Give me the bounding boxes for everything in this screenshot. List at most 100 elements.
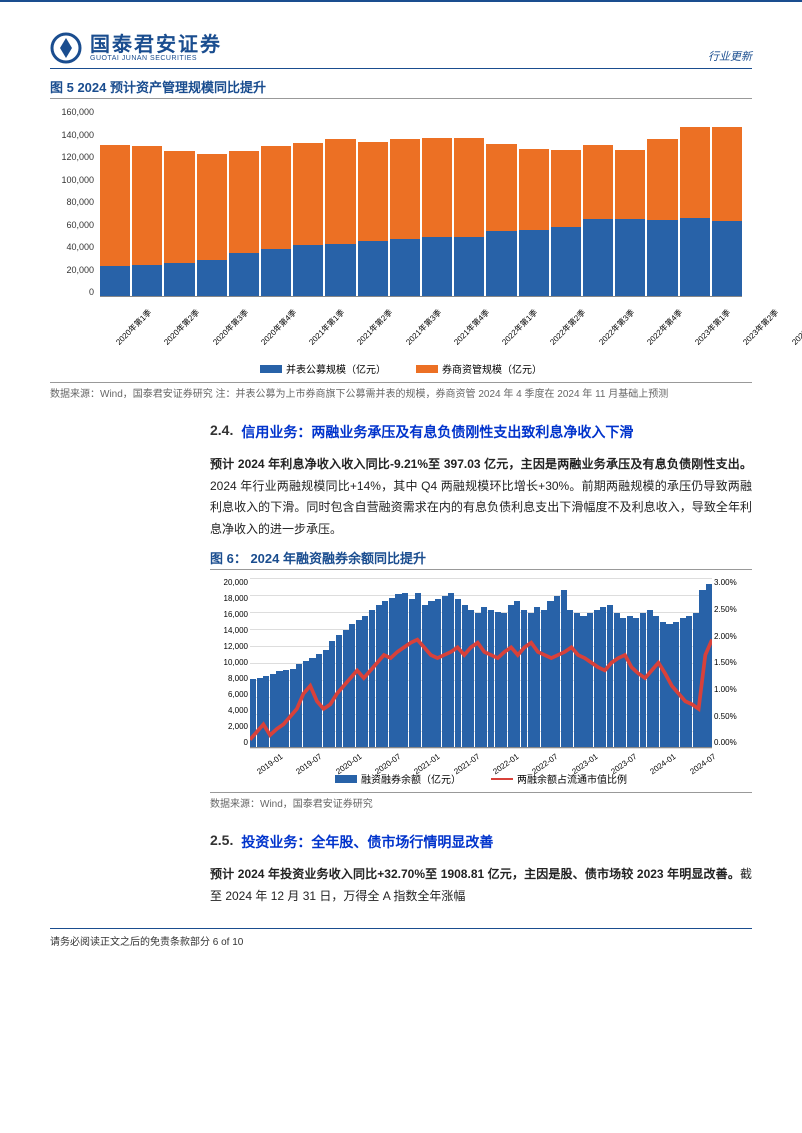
combo-bar <box>495 612 501 747</box>
section-2-4-heading: 2.4. 信用业务：两融业务承压及有息负债刚性支出致利息净收入下滑 <box>210 422 752 442</box>
bar-segment-orange <box>486 144 516 231</box>
combo-bar <box>389 598 395 748</box>
combo-bar <box>528 613 534 747</box>
combo-bar <box>270 674 276 747</box>
combo-bar <box>422 605 428 748</box>
combo-bar <box>349 624 355 747</box>
combo-bar <box>250 679 256 747</box>
combo-bar <box>276 671 282 748</box>
combo-bar <box>567 610 573 748</box>
combo-bar <box>541 610 547 748</box>
bar-segment-blue <box>358 241 388 296</box>
combo-bar <box>336 635 342 747</box>
combo-bar <box>462 605 468 748</box>
figure5-chart: 160,000140,000120,000100,00080,00060,000… <box>50 107 752 376</box>
bar-segment-orange <box>100 145 130 266</box>
y-left-tick: 12,000 <box>208 642 248 651</box>
bar-segment-blue <box>325 244 355 296</box>
combo-bar <box>620 618 626 747</box>
combo-bar <box>501 613 507 747</box>
y-left-tick: 0 <box>208 738 248 747</box>
y-left-tick: 16,000 <box>208 610 248 619</box>
bar-column <box>325 139 355 296</box>
page-header: 国泰君安证券 GUOTAI JUNAN SECURITIES 行业更新 <box>50 32 752 69</box>
combo-bar <box>521 610 527 748</box>
grid-line <box>250 748 712 749</box>
combo-bar <box>640 613 646 747</box>
bar-column <box>615 150 645 296</box>
bar-segment-orange <box>712 127 742 221</box>
footer-page-num: 6 of 10 <box>213 937 244 948</box>
combo-bar <box>508 605 514 748</box>
combo-bar <box>316 654 322 748</box>
y-left-tick: 4,000 <box>208 706 248 715</box>
combo-bar <box>680 618 686 747</box>
combo-bar <box>561 590 567 747</box>
y-left-tick: 2,000 <box>208 722 248 731</box>
combo-bar <box>448 593 454 748</box>
bar-segment-orange <box>358 142 388 242</box>
y-right-tick: 0.50% <box>714 712 754 721</box>
bar-segment-blue <box>583 219 613 296</box>
figure5-source: 数据来源：Wind，国泰君安证券研究 注：并表公募为上市券商旗下公募需并表的规模… <box>50 382 752 402</box>
bar-column <box>519 149 549 296</box>
bar-segment-blue <box>293 245 323 296</box>
bar-column <box>164 151 194 296</box>
bar-column <box>100 145 130 296</box>
bar-segment-blue <box>551 227 581 296</box>
y-tick: 120,000 <box>50 152 98 162</box>
bar-column <box>680 127 710 296</box>
bar-segment-orange <box>390 139 420 239</box>
bar-segment-blue <box>486 231 516 296</box>
combo-bar <box>706 584 712 747</box>
combo-bar <box>554 596 560 747</box>
y-right-tick: 2.50% <box>714 605 754 614</box>
combo-bar <box>653 616 659 748</box>
bar-segment-orange <box>325 139 355 244</box>
figure6-legend: 融资融券余额（亿元） 两融余额占流通市值比例 <box>210 771 752 786</box>
bar-segment-blue <box>100 266 130 296</box>
bar-column <box>583 145 613 296</box>
bar-column <box>422 138 452 296</box>
y-right-tick: 2.00% <box>714 632 754 641</box>
bar-segment-orange <box>454 138 484 237</box>
bar-column <box>390 139 420 296</box>
y-left-tick: 18,000 <box>208 594 248 603</box>
bar-segment-orange <box>261 146 291 248</box>
combo-bar <box>428 601 434 747</box>
bar-segment-orange <box>132 146 162 265</box>
section-2-4-bold: 预计 2024 年利息净收入收入同比-9.21%至 397.03 亿元，主因是两… <box>210 457 752 471</box>
y-right-tick: 1.50% <box>714 658 754 667</box>
combo-bar <box>666 624 672 747</box>
legend-line-swatch <box>491 778 513 780</box>
combo-bar <box>283 670 289 747</box>
y-tick: 20,000 <box>50 265 98 275</box>
combo-bar <box>323 650 329 748</box>
combo-bar <box>475 613 481 747</box>
bar-column <box>712 127 742 296</box>
bar-segment-orange <box>293 143 323 245</box>
bar-column <box>358 142 388 296</box>
combo-bar <box>435 599 441 748</box>
combo-bar <box>488 610 494 748</box>
y-right-tick: 1.00% <box>714 685 754 694</box>
bar-segment-blue <box>197 260 227 296</box>
bar-segment-blue <box>261 249 291 297</box>
y-left-tick: 6,000 <box>208 690 248 699</box>
combo-bar <box>257 678 263 748</box>
combo-bar <box>409 599 415 748</box>
bar-segment-orange <box>164 151 194 263</box>
bar-segment-blue <box>390 239 420 296</box>
combo-bar <box>303 661 309 748</box>
combo-bar <box>402 593 408 748</box>
combo-bar <box>594 610 600 748</box>
combo-bar <box>514 601 520 747</box>
bar-segment-blue <box>422 237 452 296</box>
combo-bar <box>660 622 666 748</box>
header-category: 行业更新 <box>708 48 752 64</box>
section-2-4-rest: 2024 年行业两融规模同比+14%，其中 Q4 两融规模环比增长+30%。前期… <box>210 479 752 536</box>
legend-blue-swatch <box>260 365 282 373</box>
combo-bar <box>647 610 653 748</box>
y-tick: 160,000 <box>50 107 98 117</box>
bar-segment-orange <box>551 150 581 227</box>
